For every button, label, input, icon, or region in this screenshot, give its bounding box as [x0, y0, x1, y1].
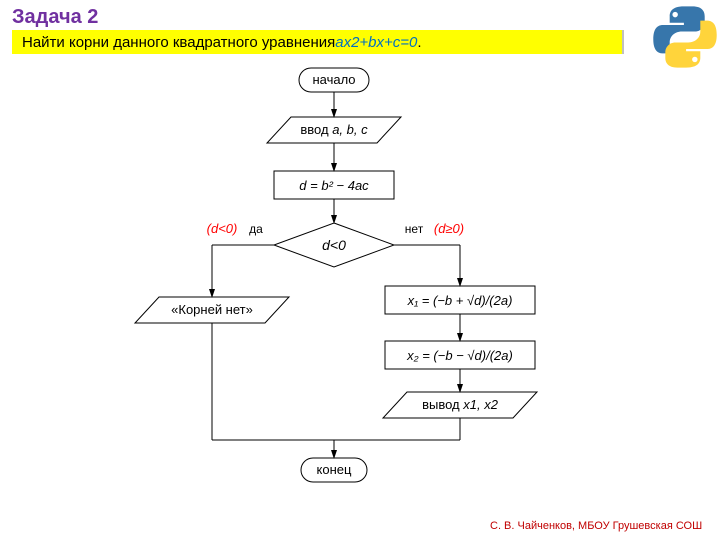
svg-text:(d≥0): (d≥0)	[434, 221, 464, 236]
svg-text:ввод a, b, c: ввод a, b, c	[300, 122, 368, 137]
footer-credit: С. В. Чайченков, МБОУ Грушевская СОШ	[490, 520, 702, 532]
svg-text:«Корней нет»: «Корней нет»	[171, 302, 253, 317]
svg-text:начало: начало	[312, 72, 355, 87]
svg-text:конец: конец	[317, 462, 352, 477]
svg-text:вывод x1, x2: вывод x1, x2	[422, 397, 499, 412]
svg-text:d = b² − 4ac: d = b² − 4ac	[299, 178, 369, 193]
svg-text:(d<0): (d<0)	[207, 221, 238, 236]
svg-text:x₁ = (−b + √d)/(2a): x₁ = (−b + √d)/(2a)	[407, 293, 513, 308]
svg-text:d<0: d<0	[322, 237, 346, 253]
svg-text:да: да	[249, 222, 263, 236]
flowchart: начало ввод a, b, c d = b² − 4ac d<0 «Корней…	[0, 0, 720, 540]
svg-text:x₂ = (−b − √d)/(2a): x₂ = (−b − √d)/(2a)	[406, 348, 513, 363]
svg-text:нет: нет	[405, 222, 424, 236]
